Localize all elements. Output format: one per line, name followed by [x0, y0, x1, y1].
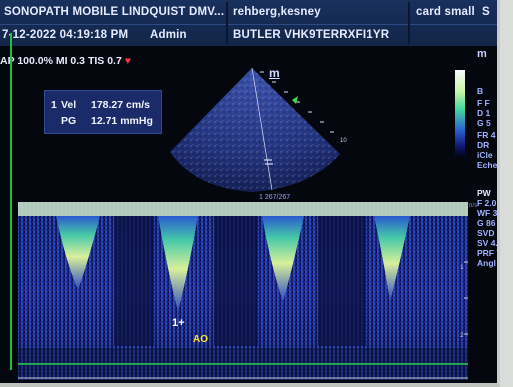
- velocity-tick-label-2: 2: [460, 332, 464, 339]
- ultrasound-screen: SONOPATH MOBILE LINDQUIST DMV... rehberg…: [0, 0, 500, 387]
- header-edge-text: S: [482, 6, 490, 18]
- exam-datetime: 7-12-2022 04:19:18 PM: [2, 29, 129, 41]
- side-panel-item: Angl: [477, 258, 496, 268]
- operator-name: Admin: [150, 29, 187, 41]
- side-panel-item: WF 3: [477, 208, 498, 218]
- side-panel-item: iCle: [477, 150, 493, 160]
- acoustic-status: AP 100.0% MI 0.3 TIS 0.7 ♥: [0, 55, 131, 67]
- header-separator: [0, 24, 497, 25]
- sweep-scale-label: 1 267/267: [259, 194, 291, 201]
- side-panel-item: B: [477, 86, 484, 96]
- velocity-value: 178.27 cm/s: [91, 99, 150, 111]
- bmode-sector-image: 10: [170, 67, 347, 192]
- measurement-cursor[interactable]: 1+: [172, 317, 185, 329]
- heart-icon: ♥: [124, 55, 131, 67]
- pressure-gradient-value: 12.71 mmHg: [91, 115, 153, 127]
- side-panel-item: DR: [477, 140, 490, 150]
- side-panel-item: G 5: [477, 118, 491, 128]
- image-mode-label: m: [269, 66, 280, 80]
- measurement-box: 1 Vel 178.27 cm/s PG 12.71 mmHg: [44, 90, 162, 134]
- doppler-spectrum: [18, 202, 468, 380]
- header-divider: [408, 2, 410, 44]
- exam-type: card small: [416, 6, 475, 18]
- side-panel-item: F 2.0: [477, 198, 497, 208]
- velocity-tick-label-1: 1: [460, 264, 464, 271]
- header-divider: [226, 2, 228, 44]
- side-panel-item: FR 4: [477, 130, 496, 140]
- side-panel-item: F F: [477, 98, 490, 108]
- side-panel-item: SVD: [477, 228, 495, 238]
- depth-label: 10: [340, 138, 347, 144]
- side-panel-item: PW: [477, 188, 491, 198]
- side-panel-item: PRF 7: [477, 248, 500, 258]
- header-bar: SONOPATH MOBILE LINDQUIST DMV... rehberg…: [0, 0, 497, 46]
- patient-id: BUTLER VHK9TERRXFI1YR: [233, 29, 390, 41]
- acoustic-values: AP 100.0% MI 0.3 TIS 0.7: [0, 55, 122, 67]
- pressure-gradient-label: PG: [61, 115, 77, 127]
- velocity-label: Vel: [61, 99, 77, 111]
- side-panel-item: SV 4.: [477, 238, 498, 248]
- side-panel-item: m: [477, 48, 487, 60]
- aortic-annotation: AO: [193, 334, 208, 345]
- side-panel-item: Eche: [477, 160, 498, 170]
- patient-owner: rehberg,kesney: [233, 6, 321, 18]
- screen-edge-marker: [10, 33, 12, 370]
- measurement-index: 1: [51, 99, 57, 111]
- device-name: SONOPATH MOBILE LINDQUIST DMV...: [4, 6, 225, 18]
- gray-color-map-bar: [455, 70, 465, 156]
- side-panel-item: G 86: [477, 218, 496, 228]
- side-panel-item: D 1: [477, 108, 491, 118]
- velocity-unit-label: m/s: [467, 202, 478, 209]
